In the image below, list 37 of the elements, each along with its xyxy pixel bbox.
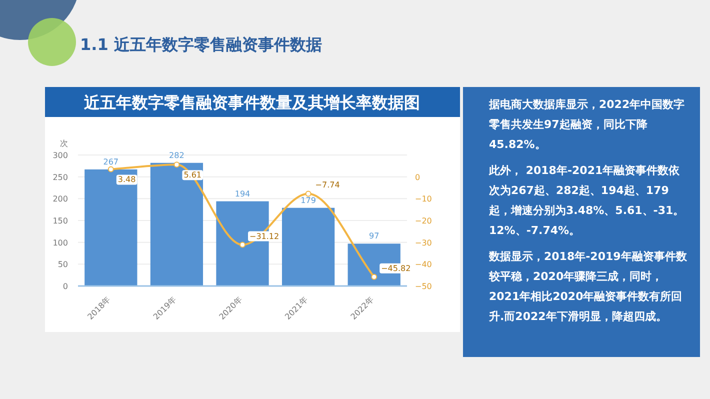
y-tick-label: 100 bbox=[52, 238, 68, 248]
data-label: 282 bbox=[169, 150, 184, 160]
point bbox=[371, 274, 378, 280]
y-tick-label: 250 bbox=[52, 172, 68, 182]
y2-tick-label: −20 bbox=[415, 216, 432, 226]
chart-title: 近五年数字零售融资事件数量及其增长率数据图 bbox=[83, 93, 420, 112]
y2-tick-label: −40 bbox=[415, 260, 432, 270]
y2-tick-label: 0 bbox=[415, 172, 420, 182]
data-label: −7.74 bbox=[315, 180, 340, 190]
bar bbox=[84, 169, 138, 286]
data-label: 194 bbox=[234, 189, 250, 198]
y-tick-label: 300 bbox=[52, 151, 68, 160]
data-label: 179 bbox=[300, 196, 316, 205]
data-label: −45.82 bbox=[381, 264, 411, 273]
point bbox=[240, 242, 246, 248]
y-tick-label: 0 bbox=[62, 282, 68, 291]
data-label: 5.61 bbox=[184, 170, 202, 180]
y2-tick-label: −10 bbox=[415, 194, 432, 204]
data-label: 267 bbox=[103, 157, 119, 166]
point bbox=[305, 190, 312, 197]
y-tick-label: 150 bbox=[52, 216, 68, 226]
text: 数据显示，2018年-2019年融资事件数较平稳，2020年骤降三成，同时，2021年相比2020年融资事件数有所回升.而2022年下滑明显，降超四成。 bbox=[489, 249, 688, 325]
y-tick-label: 200 bbox=[52, 194, 68, 204]
text: 据电商大数据库显示，2022年中国数字零售共发生97起融资，同比下降45.82%。 bbox=[489, 97, 686, 153]
point bbox=[108, 166, 114, 172]
text: 此外， 2018年-2021年融资事件数依次为267起、282起、194起、179起，增速分别为3.48%、5.61、-31。12%、-7.74%。 bbox=[489, 163, 686, 239]
y2-tick-label: −30 bbox=[415, 238, 432, 248]
data-label: −31.12 bbox=[250, 232, 280, 241]
y-tick-label: 50 bbox=[58, 260, 68, 270]
bar bbox=[150, 162, 204, 286]
data-label: 97 bbox=[369, 232, 380, 241]
y-axis-title: 次 bbox=[60, 139, 68, 148]
point bbox=[174, 162, 180, 168]
bar bbox=[282, 208, 335, 286]
y2-tick-label: −50 bbox=[415, 282, 432, 291]
text: 1.1 近五年数字零售融资事件数据 bbox=[80, 35, 322, 54]
data-label: 3.48 bbox=[118, 175, 136, 184]
